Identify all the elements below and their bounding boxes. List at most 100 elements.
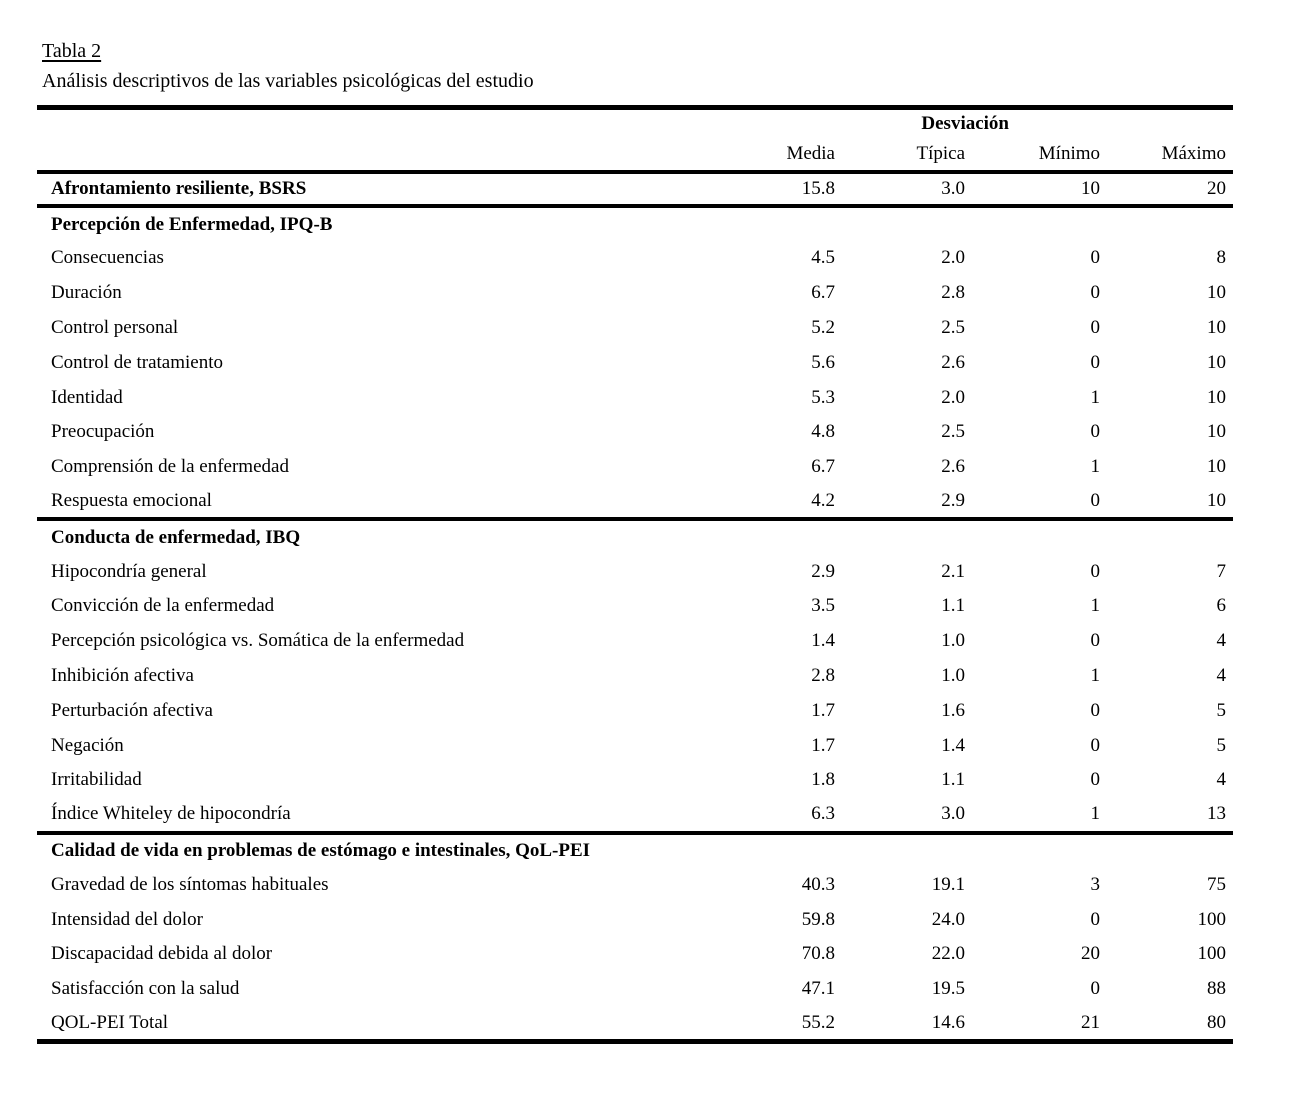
table-row: Consecuencias 4.5 2.0 0 8 (37, 241, 1233, 276)
row-label: Hipocondría general (51, 560, 207, 582)
row-value-minimo: 0 (1090, 978, 1101, 1000)
row-value-minimo: 0 (1090, 560, 1101, 582)
row-value-minimo: 0 (1090, 908, 1101, 930)
row-value-minimo: 1 (1090, 665, 1101, 687)
row-value-maximo: 8 (1216, 247, 1227, 269)
table-row: Conducta de enfermedad, IBQ (37, 517, 1233, 555)
row-value-tipica: 2.5 (941, 317, 965, 339)
row-value-tipica: 2.5 (941, 421, 965, 443)
row-value-maximo: 10 (1207, 456, 1226, 478)
table-row: Hipocondría general 2.9 2.1 0 7 (37, 554, 1233, 589)
row-value-minimo (972, 204, 1107, 242)
row-value-media: 4.8 (811, 421, 835, 443)
table-row: Afrontamiento resiliente, BSRS 15.8 3.0 … (37, 172, 1233, 207)
row-label: Intensidad del dolor (51, 908, 203, 930)
row-label: Índice Whiteley de hipocondría (51, 803, 291, 825)
column-header-variable (37, 138, 647, 174)
row-value-minimo: 21 (1081, 1011, 1100, 1033)
row-value-minimo: 0 (1090, 282, 1101, 304)
row-value-media: 3.5 (811, 595, 835, 617)
table-row: Calidad de vida en problemas de estómago… (37, 830, 1233, 868)
table-row: Percepción psicológica vs. Somática de l… (37, 624, 1233, 659)
row-value-maximo (1107, 830, 1233, 868)
table-row: Convicción de la enfermedad 3.5 1.1 1 6 (37, 589, 1233, 624)
row-value-media: 59.8 (801, 908, 835, 930)
row-value-media: 6.7 (811, 282, 835, 304)
row-value-tipica: 1.6 (941, 699, 965, 721)
row-value-maximo: 10 (1207, 351, 1226, 373)
row-value-minimo: 1 (1090, 595, 1101, 617)
table-row: Irritabilidad 1.8 1.1 0 4 (37, 763, 1233, 798)
row-value-maximo: 88 (1207, 978, 1226, 1000)
row-value-maximo: 10 (1207, 490, 1226, 512)
row-value-minimo: 1 (1090, 803, 1101, 825)
row-value-tipica: 2.0 (941, 386, 965, 408)
row-value-maximo: 5 (1216, 699, 1227, 721)
column-group-header-cell: Desviación (842, 108, 1009, 139)
row-value-tipica: 3.0 (941, 177, 965, 199)
row-value-media: 4.5 (811, 247, 835, 269)
row-value-minimo: 20 (1081, 943, 1100, 965)
row-value-maximo: 7 (1216, 560, 1227, 582)
row-value-tipica: 2.0 (941, 247, 965, 269)
row-value-media: 6.7 (811, 456, 835, 478)
row-value-minimo: 0 (1090, 630, 1101, 652)
row-value-media: 40.3 (801, 873, 835, 895)
table-body: Afrontamiento resiliente, BSRS 15.8 3.0 … (37, 172, 1233, 1042)
row-value-minimo: 10 (1081, 177, 1100, 199)
row-value-tipica: 19.1 (931, 873, 965, 895)
column-header-minimo: Mínimo (972, 138, 1107, 174)
row-label: Percepción de Enfermedad, IPQ-B (37, 204, 647, 242)
table-row: Control personal 5.2 2.5 0 10 (37, 311, 1233, 346)
row-value-tipica: 2.6 (941, 351, 965, 373)
row-label: Consecuencias (51, 247, 164, 269)
row-value-tipica: 1.0 (941, 630, 965, 652)
table-row: Control de tratamiento 5.6 2.6 0 10 (37, 345, 1233, 380)
row-value-tipica (842, 830, 972, 868)
row-label: Perturbación afectiva (51, 699, 213, 721)
row-value-minimo (972, 830, 1107, 868)
row-value-tipica: 1.4 (941, 734, 965, 756)
table-row: Gravedad de los síntomas habituales 40.3… (37, 867, 1233, 902)
table-row: Percepción de Enfermedad, IPQ-B (37, 204, 1233, 242)
row-value-media: 6.3 (811, 803, 835, 825)
row-value-tipica: 2.8 (941, 282, 965, 304)
row-label: Duración (51, 282, 122, 304)
header-group-row: Desviación (37, 108, 1233, 139)
table-subtitle: Análisis descriptivos de las variables p… (42, 70, 534, 92)
row-value-maximo: 10 (1207, 421, 1226, 443)
row-value-media: 5.6 (811, 351, 835, 373)
row-value-maximo: 4 (1216, 630, 1227, 652)
row-label: Conducta de enfermedad, IBQ (37, 517, 647, 555)
table-row: Intensidad del dolor 59.8 24.0 0 100 (37, 902, 1233, 937)
row-value-maximo: 75 (1207, 873, 1226, 895)
table-row: Comprensión de la enfermedad 6.7 2.6 1 1… (37, 450, 1233, 485)
row-label: Control de tratamiento (51, 351, 224, 373)
table-row: Perturbación afectiva 1.7 1.6 0 5 (37, 693, 1233, 728)
row-value-tipica: 1.0 (941, 665, 965, 687)
header-spacer (647, 108, 842, 139)
column-group-header: Desviación (921, 113, 1009, 135)
header-spacer (1107, 108, 1233, 139)
row-value-minimo: 3 (1090, 873, 1101, 895)
row-value-minimo: 1 (1090, 386, 1101, 408)
row-value-media: 4.2 (811, 490, 835, 512)
row-value-media: 1.7 (811, 699, 835, 721)
row-value-maximo: 80 (1207, 1011, 1226, 1033)
row-value-media: 1.4 (811, 630, 835, 652)
row-value-maximo: 100 (1197, 943, 1227, 965)
column-header-media: Media (647, 138, 842, 174)
header-labels-row: Media Típica Mínimo Máximo (37, 138, 1233, 174)
row-value-maximo: 4 (1216, 665, 1227, 687)
row-label: Percepción psicológica vs. Somática de l… (51, 630, 465, 652)
row-value-maximo: 10 (1207, 282, 1226, 304)
table-header: Desviación Media Típica Mínimo Máximo (37, 108, 1233, 174)
row-value-maximo: 10 (1207, 386, 1226, 408)
row-value-minimo: 0 (1090, 699, 1101, 721)
table-row: QOL-PEI Total 55.2 14.6 21 80 (37, 1007, 1233, 1042)
row-value-minimo: 0 (1090, 490, 1101, 512)
row-value-tipica: 2.9 (941, 490, 965, 512)
table-row: Inhibición afectiva 2.8 1.0 1 4 (37, 659, 1233, 694)
row-label: Control personal (51, 317, 179, 339)
row-value-minimo: 0 (1090, 351, 1101, 373)
